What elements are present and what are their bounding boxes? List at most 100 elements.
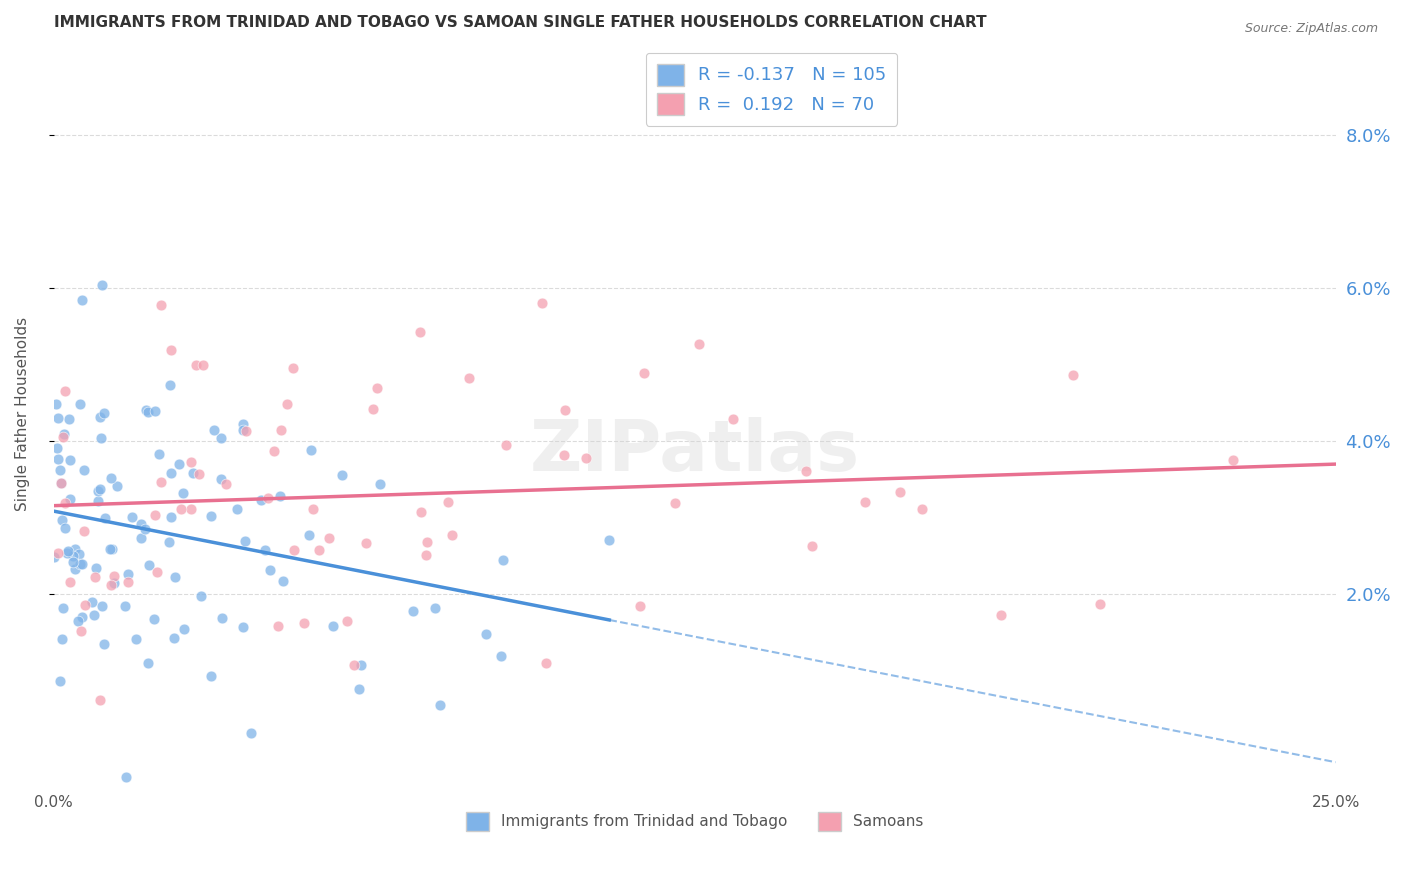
Point — [235, 425, 257, 439]
Point — [114, 599, 136, 613]
Point — [301, 443, 323, 458]
Point — [55, 521, 77, 535]
Point — [56, 546, 79, 560]
Point — [46, 451, 69, 466]
Point — [65, 562, 87, 576]
Text: IMMIGRANTS FROM TRINIDAD AND TOBAGO VS SAMOAN SINGLE FATHER HOUSEHOLDS CORRELATI: IMMIGRANTS FROM TRINIDAD AND TOBAGO VS S… — [53, 15, 986, 30]
Point — [101, 542, 124, 557]
Point — [148, 447, 170, 461]
Point — [93, 406, 115, 420]
Point — [534, 657, 557, 671]
Point — [100, 471, 122, 485]
Point — [180, 455, 202, 469]
Point — [103, 568, 125, 582]
Point — [553, 448, 575, 462]
Point — [93, 637, 115, 651]
Point — [302, 501, 325, 516]
Point — [209, 472, 232, 486]
Point — [136, 405, 159, 419]
Point — [138, 558, 160, 572]
Point — [181, 466, 204, 480]
Point — [598, 533, 620, 547]
Point — [990, 607, 1012, 622]
Point — [89, 692, 111, 706]
Point — [44, 550, 66, 565]
Legend: Immigrants from Trinidad and Tobago, Samoans: Immigrants from Trinidad and Tobago, Sam… — [460, 805, 929, 837]
Point — [75, 598, 97, 612]
Point — [283, 542, 305, 557]
Point — [172, 486, 194, 500]
Point — [129, 516, 152, 531]
Point — [628, 599, 651, 614]
Point — [162, 632, 184, 646]
Point — [52, 429, 75, 443]
Point — [495, 438, 517, 452]
Point — [347, 681, 370, 696]
Point — [211, 611, 233, 625]
Point — [308, 543, 330, 558]
Point — [232, 423, 254, 437]
Point — [91, 277, 114, 292]
Point — [134, 522, 156, 536]
Point — [910, 502, 932, 516]
Point — [370, 476, 392, 491]
Point — [267, 619, 290, 633]
Point — [84, 560, 107, 574]
Point — [90, 599, 112, 613]
Point — [129, 531, 152, 545]
Point — [721, 412, 744, 426]
Point — [318, 531, 340, 545]
Point — [169, 501, 191, 516]
Point — [73, 524, 96, 538]
Point — [184, 358, 207, 372]
Point — [135, 403, 157, 417]
Point — [48, 673, 70, 688]
Point — [59, 491, 82, 506]
Point — [474, 627, 496, 641]
Point — [142, 612, 165, 626]
Point — [263, 444, 285, 458]
Text: Source: ZipAtlas.com: Source: ZipAtlas.com — [1244, 22, 1378, 36]
Point — [105, 479, 128, 493]
Point — [103, 575, 125, 590]
Point — [354, 536, 377, 550]
Point — [115, 770, 138, 784]
Point — [159, 466, 181, 480]
Point — [98, 541, 121, 556]
Point — [402, 604, 425, 618]
Point — [53, 384, 76, 399]
Point — [52, 600, 75, 615]
Point — [69, 397, 91, 411]
Point — [187, 467, 209, 482]
Point — [167, 458, 190, 472]
Point — [69, 557, 91, 571]
Point — [250, 492, 273, 507]
Point — [409, 505, 432, 519]
Point — [67, 547, 90, 561]
Point — [73, 463, 96, 477]
Point — [173, 622, 195, 636]
Point — [232, 620, 254, 634]
Point — [117, 567, 139, 582]
Point — [149, 475, 172, 490]
Point — [441, 528, 464, 542]
Point — [531, 295, 554, 310]
Point — [70, 557, 93, 571]
Point — [59, 452, 82, 467]
Point — [52, 427, 75, 442]
Point — [53, 496, 76, 510]
Point — [117, 575, 139, 590]
Point — [90, 431, 112, 445]
Point — [159, 378, 181, 392]
Point — [180, 502, 202, 516]
Point — [688, 337, 710, 351]
Point — [343, 658, 366, 673]
Point — [193, 358, 215, 372]
Point — [800, 539, 823, 553]
Point — [124, 632, 146, 647]
Point — [87, 494, 110, 508]
Point — [233, 534, 256, 549]
Text: ZIPatlas: ZIPatlas — [530, 417, 859, 486]
Point — [143, 404, 166, 418]
Point — [202, 423, 225, 437]
